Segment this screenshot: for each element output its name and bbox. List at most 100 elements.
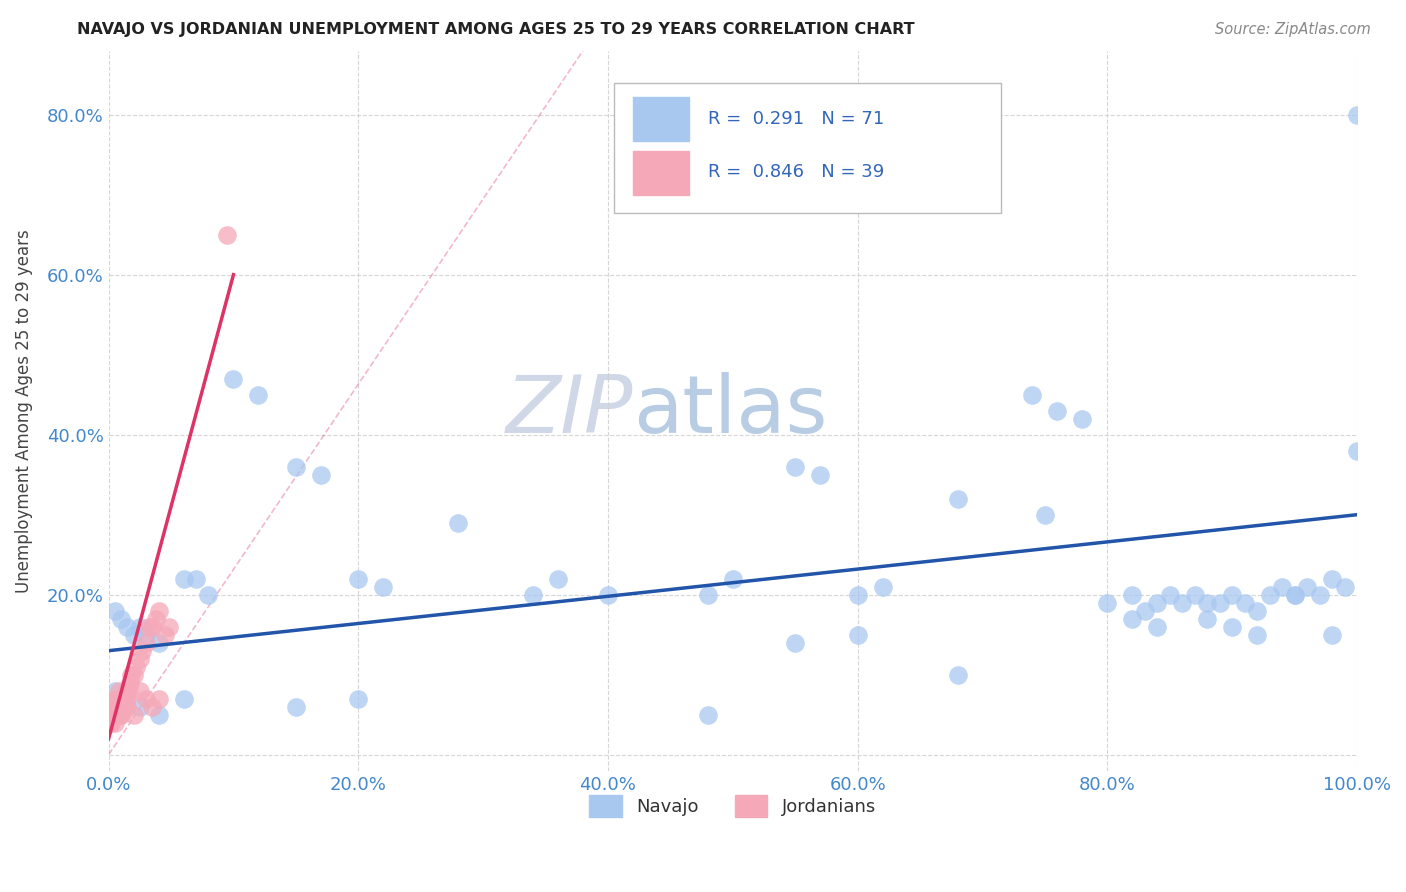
Point — [141, 620, 163, 634]
Point — [1246, 604, 1268, 618]
Point — [107, 707, 129, 722]
Point — [1159, 588, 1181, 602]
Point — [110, 691, 132, 706]
Point — [104, 699, 127, 714]
Point — [110, 707, 132, 722]
Point — [125, 659, 148, 673]
Point — [1220, 620, 1243, 634]
Point — [110, 612, 132, 626]
Point — [128, 683, 150, 698]
Point — [135, 691, 157, 706]
Text: NAVAJO VS JORDANIAN UNEMPLOYMENT AMONG AGES 25 TO 29 YEARS CORRELATION CHART: NAVAJO VS JORDANIAN UNEMPLOYMENT AMONG A… — [77, 22, 915, 37]
Point — [1197, 596, 1219, 610]
Point — [131, 643, 153, 657]
Point — [100, 707, 122, 722]
Point — [1121, 612, 1143, 626]
Point — [1184, 588, 1206, 602]
Point — [1133, 604, 1156, 618]
Point — [946, 491, 969, 506]
Point — [138, 620, 160, 634]
Point — [1046, 403, 1069, 417]
Point — [135, 628, 157, 642]
FancyBboxPatch shape — [614, 83, 1001, 212]
Point — [105, 691, 128, 706]
Point — [808, 467, 831, 482]
Point — [118, 675, 141, 690]
Bar — [633, 97, 689, 141]
Point — [872, 580, 894, 594]
Point — [696, 588, 718, 602]
Bar — [633, 152, 689, 194]
Point — [153, 628, 176, 642]
Point — [1346, 443, 1368, 458]
Point — [347, 572, 370, 586]
Text: R =  0.291   N = 71: R = 0.291 N = 71 — [707, 110, 884, 128]
Point — [1333, 580, 1355, 594]
Point — [1021, 387, 1043, 401]
Point — [145, 612, 167, 626]
Point — [108, 707, 131, 722]
Point — [846, 588, 869, 602]
Point — [309, 467, 332, 482]
Point — [98, 715, 121, 730]
Point — [197, 588, 219, 602]
Point — [117, 620, 139, 634]
Point — [122, 667, 145, 681]
Point — [148, 636, 170, 650]
Point — [117, 691, 139, 706]
Point — [157, 620, 180, 634]
Text: R =  0.846   N = 39: R = 0.846 N = 39 — [707, 162, 884, 181]
Point — [1071, 411, 1094, 425]
Point — [284, 459, 307, 474]
Point — [173, 691, 195, 706]
Point — [785, 636, 807, 650]
Point — [1097, 596, 1119, 610]
Point — [1346, 108, 1368, 122]
Text: atlas: atlas — [633, 372, 827, 450]
Point — [1146, 620, 1168, 634]
Y-axis label: Unemployment Among Ages 25 to 29 years: Unemployment Among Ages 25 to 29 years — [15, 229, 32, 592]
Point — [721, 572, 744, 586]
Point — [101, 707, 124, 722]
Point — [1320, 628, 1343, 642]
Point — [596, 588, 619, 602]
Point — [128, 651, 150, 665]
Point — [114, 691, 136, 706]
Point — [148, 691, 170, 706]
Point — [1284, 588, 1306, 602]
Point — [148, 604, 170, 618]
Point — [148, 707, 170, 722]
Point — [946, 667, 969, 681]
Point — [112, 699, 135, 714]
Point — [1033, 508, 1056, 522]
Point — [846, 628, 869, 642]
Point — [222, 372, 245, 386]
Point — [522, 588, 544, 602]
Point — [122, 707, 145, 722]
Point — [107, 683, 129, 698]
Point — [721, 187, 744, 202]
Point — [373, 580, 395, 594]
Point — [547, 572, 569, 586]
Point — [1171, 596, 1194, 610]
Point — [1121, 588, 1143, 602]
Point — [141, 699, 163, 714]
Point — [247, 387, 270, 401]
Point — [785, 459, 807, 474]
Point — [115, 683, 138, 698]
Point — [1320, 572, 1343, 586]
Text: Source: ZipAtlas.com: Source: ZipAtlas.com — [1215, 22, 1371, 37]
Point — [1258, 588, 1281, 602]
Text: ZIP: ZIP — [506, 372, 633, 450]
Point — [1233, 596, 1256, 610]
Point — [217, 227, 239, 242]
Point — [117, 699, 139, 714]
Point — [1208, 596, 1230, 610]
Point — [1197, 612, 1219, 626]
Point — [1271, 580, 1294, 594]
Point — [173, 572, 195, 586]
Point — [1284, 588, 1306, 602]
Point — [104, 683, 127, 698]
Point — [128, 620, 150, 634]
Point — [347, 691, 370, 706]
